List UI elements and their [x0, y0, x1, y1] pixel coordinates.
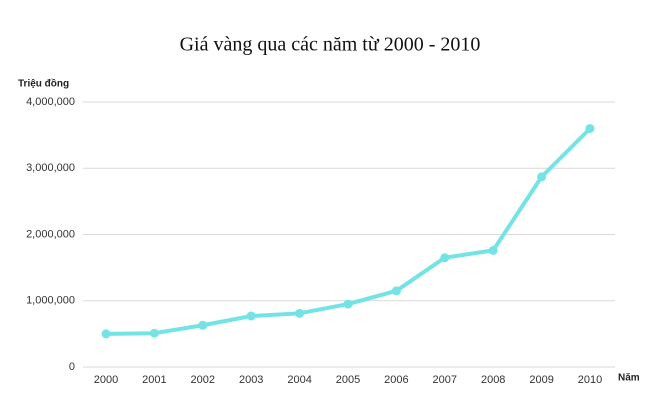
data-point: [101, 329, 111, 339]
x-tick-label: 2001: [142, 374, 166, 386]
x-tick-label: 2005: [336, 374, 360, 386]
y-tick-label: 2,000,000: [26, 228, 75, 240]
data-point: [440, 253, 450, 263]
data-point: [537, 172, 547, 182]
x-tick-label: 2004: [287, 374, 311, 386]
y-axis-title: Triệu đồng: [18, 78, 69, 90]
y-tick-label: 3,000,000: [26, 162, 75, 174]
x-tick-label: 2006: [384, 374, 408, 386]
y-tick-label: 1,000,000: [26, 295, 75, 307]
data-point: [246, 311, 256, 321]
data-point: [488, 245, 498, 255]
x-tick-label: 2007: [433, 374, 457, 386]
x-axis-title: Năm: [618, 373, 640, 384]
y-tick-label: 4,000,000: [26, 96, 75, 108]
data-point: [343, 299, 353, 309]
data-point: [149, 328, 159, 338]
x-tick-label: 2009: [529, 374, 553, 386]
data-point: [295, 308, 305, 318]
x-tick-label: 2008: [481, 374, 505, 386]
chart-title: Giá vàng qua các năm từ 2000 - 2010: [180, 34, 481, 56]
x-tick-label: 2002: [191, 374, 215, 386]
data-point: [198, 320, 208, 330]
x-tick-label: 2003: [239, 374, 263, 386]
x-tick-label: 2010: [578, 374, 602, 386]
data-point: [585, 124, 595, 133]
data-point: [391, 286, 401, 296]
y-tick-label: 0: [69, 361, 75, 373]
x-tick-label: 2000: [94, 374, 118, 386]
